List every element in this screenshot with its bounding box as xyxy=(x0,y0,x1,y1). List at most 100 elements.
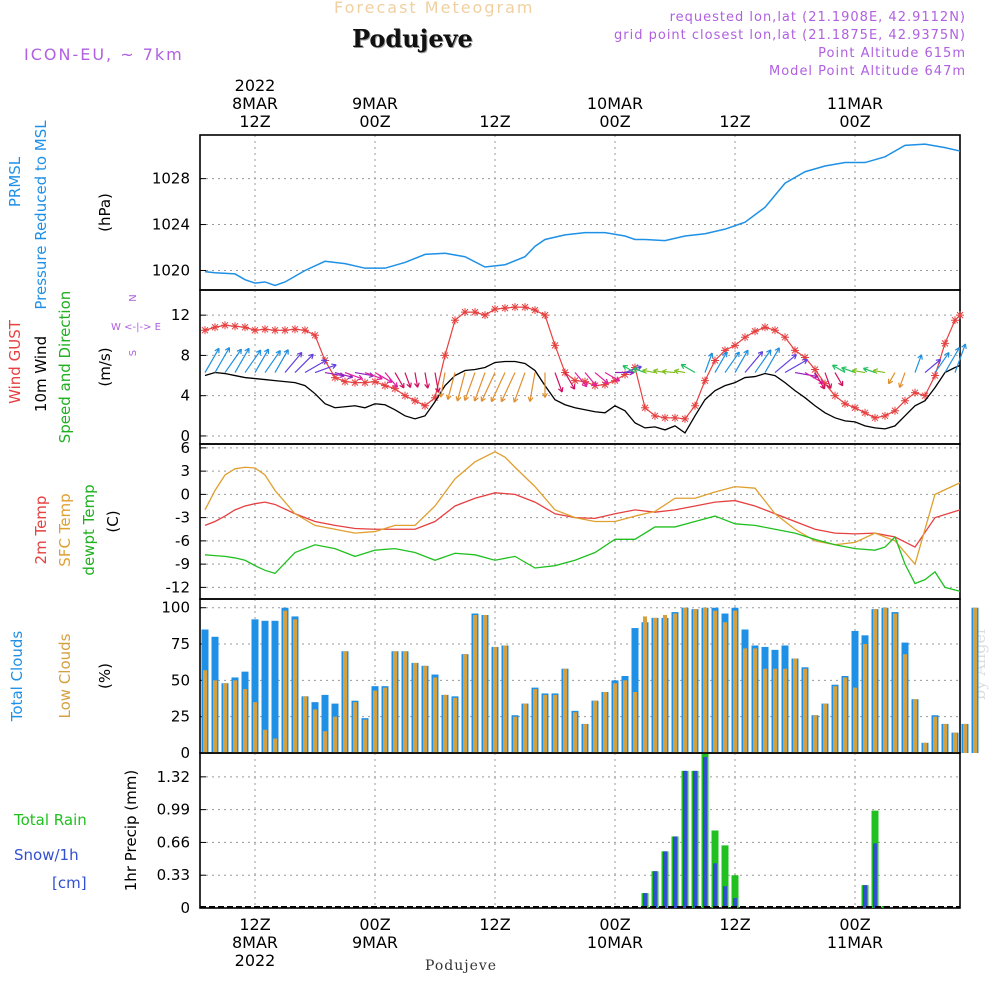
gust-point xyxy=(651,411,659,420)
gust-point xyxy=(891,406,899,415)
meteogram-subtitle: Forecast Meteogram xyxy=(334,0,535,17)
wind-direction-arrow xyxy=(490,372,506,403)
gust-point xyxy=(771,326,779,335)
gust-point xyxy=(381,381,389,390)
y-tick-label: 1024 xyxy=(152,216,190,234)
gust-point xyxy=(291,325,299,334)
gust-point xyxy=(271,326,279,335)
low-cloud-bar xyxy=(623,680,627,753)
low-cloud-bar xyxy=(273,738,277,753)
wind-direction-arrow xyxy=(714,351,728,373)
low-cloud-bar xyxy=(423,665,427,753)
gridpoint-coords: grid point closest lon,lat (21.1875E, 42… xyxy=(614,28,966,43)
low-cloud-bar xyxy=(573,712,577,753)
gust-point xyxy=(411,396,419,405)
wind-direction-arrow xyxy=(445,372,456,400)
panel-label-low-clouds: Low Clouds xyxy=(56,633,74,718)
panel-pressure: 1020 1024 1028 (hPa) PRMSL Pressure Reduced t… xyxy=(6,120,961,310)
bottom-time-label: 00Z xyxy=(359,915,390,934)
footer-location: Podujeve xyxy=(425,958,498,974)
wind-direction-arrow xyxy=(661,368,676,375)
y-axis-label: (hPa) xyxy=(96,193,114,232)
series-sfc-temp-line xyxy=(204,451,961,566)
top-time-label: 8MAR xyxy=(232,94,278,113)
low-cloud-bar xyxy=(453,697,457,753)
wind-direction-arrow xyxy=(622,364,636,374)
gust-point xyxy=(471,308,479,317)
gust-point xyxy=(711,356,719,365)
bottom-time-label: 2022 xyxy=(235,951,276,970)
top-time-label: 2022 xyxy=(235,76,276,95)
low-cloud-bar xyxy=(753,648,757,753)
gust-point xyxy=(231,322,239,331)
low-cloud-bar xyxy=(363,719,367,753)
wind-direction-arrow xyxy=(834,372,844,387)
low-cloud-bar xyxy=(713,610,717,753)
low-cloud-bar xyxy=(493,646,497,753)
gust-point xyxy=(911,388,919,397)
low-cloud-bar xyxy=(763,668,767,753)
total-cloud-bar xyxy=(251,619,259,753)
gust-point xyxy=(601,380,609,389)
low-cloud-bar xyxy=(863,644,867,753)
y-tick-label: 1028 xyxy=(152,170,190,188)
bottom-time-label: 11MAR xyxy=(827,933,883,952)
low-cloud-bar xyxy=(893,613,897,753)
low-cloud-bar xyxy=(323,731,327,753)
bottom-time-label: 00Z xyxy=(839,915,870,934)
y-tick-label: 75 xyxy=(171,635,190,653)
series-pressure-line xyxy=(204,143,961,287)
gust-point xyxy=(261,325,269,334)
gust-point xyxy=(831,391,839,400)
y-tick-label: 4 xyxy=(180,387,190,405)
rain-bar xyxy=(731,875,739,908)
panel-label-sfc-temp: SFC Temp xyxy=(56,493,74,566)
gust-point xyxy=(571,376,579,385)
panel-label-dewpt: dewpt Temp xyxy=(80,484,98,575)
gust-point xyxy=(861,408,869,417)
gust-point xyxy=(481,311,489,320)
total-cloud-bar xyxy=(261,620,269,753)
low-cloud-bar xyxy=(553,694,557,753)
location-title: Podujeve xyxy=(352,24,473,53)
panel-clouds: 0 25 50 75 100 (%) Total Clouds Low Clouds xyxy=(8,598,979,762)
y-tick-label: 0.66 xyxy=(157,833,190,851)
wind-direction-arrow xyxy=(564,372,576,390)
low-cloud-bar xyxy=(233,680,237,753)
gust-point xyxy=(721,346,729,355)
gust-point xyxy=(641,403,649,412)
wind-direction-arrow xyxy=(224,348,243,373)
gust-point xyxy=(351,378,359,387)
top-time-label: 9MAR xyxy=(352,94,398,113)
snow-bar xyxy=(863,885,867,908)
low-cloud-bar xyxy=(333,716,337,753)
low-cloud-bar xyxy=(923,742,927,753)
wind-direction-arrow xyxy=(294,353,314,373)
wind-direction-arrow xyxy=(680,363,696,374)
low-cloud-bar xyxy=(843,677,847,753)
top-time-label: 00Z xyxy=(839,112,870,131)
y-tick-label: -12 xyxy=(166,578,191,596)
gust-point xyxy=(751,327,759,336)
y-tick-label: 1020 xyxy=(152,261,190,279)
low-cloud-bar xyxy=(583,723,587,753)
gust-point xyxy=(431,393,439,402)
gust-point xyxy=(701,376,709,385)
gust-point xyxy=(221,321,229,330)
low-cloud-bar xyxy=(963,723,967,753)
low-cloud-bar xyxy=(803,668,807,753)
wind-direction-arrow xyxy=(734,349,749,373)
snow-bar xyxy=(663,851,667,908)
gust-point xyxy=(301,326,309,335)
low-cloud-bar xyxy=(293,619,297,753)
panel-label-total-rain: Total Rain xyxy=(13,811,87,829)
low-cloud-bar xyxy=(263,729,267,753)
gust-point xyxy=(956,311,964,320)
wind-direction-arrow xyxy=(394,372,405,389)
gust-point xyxy=(541,311,549,320)
gust-point xyxy=(951,316,959,325)
top-time-label: 11MAR xyxy=(827,94,883,113)
wind-direction-arrow xyxy=(554,372,564,393)
wind-direction-arrow xyxy=(872,368,886,375)
low-cloud-bar xyxy=(593,700,597,753)
